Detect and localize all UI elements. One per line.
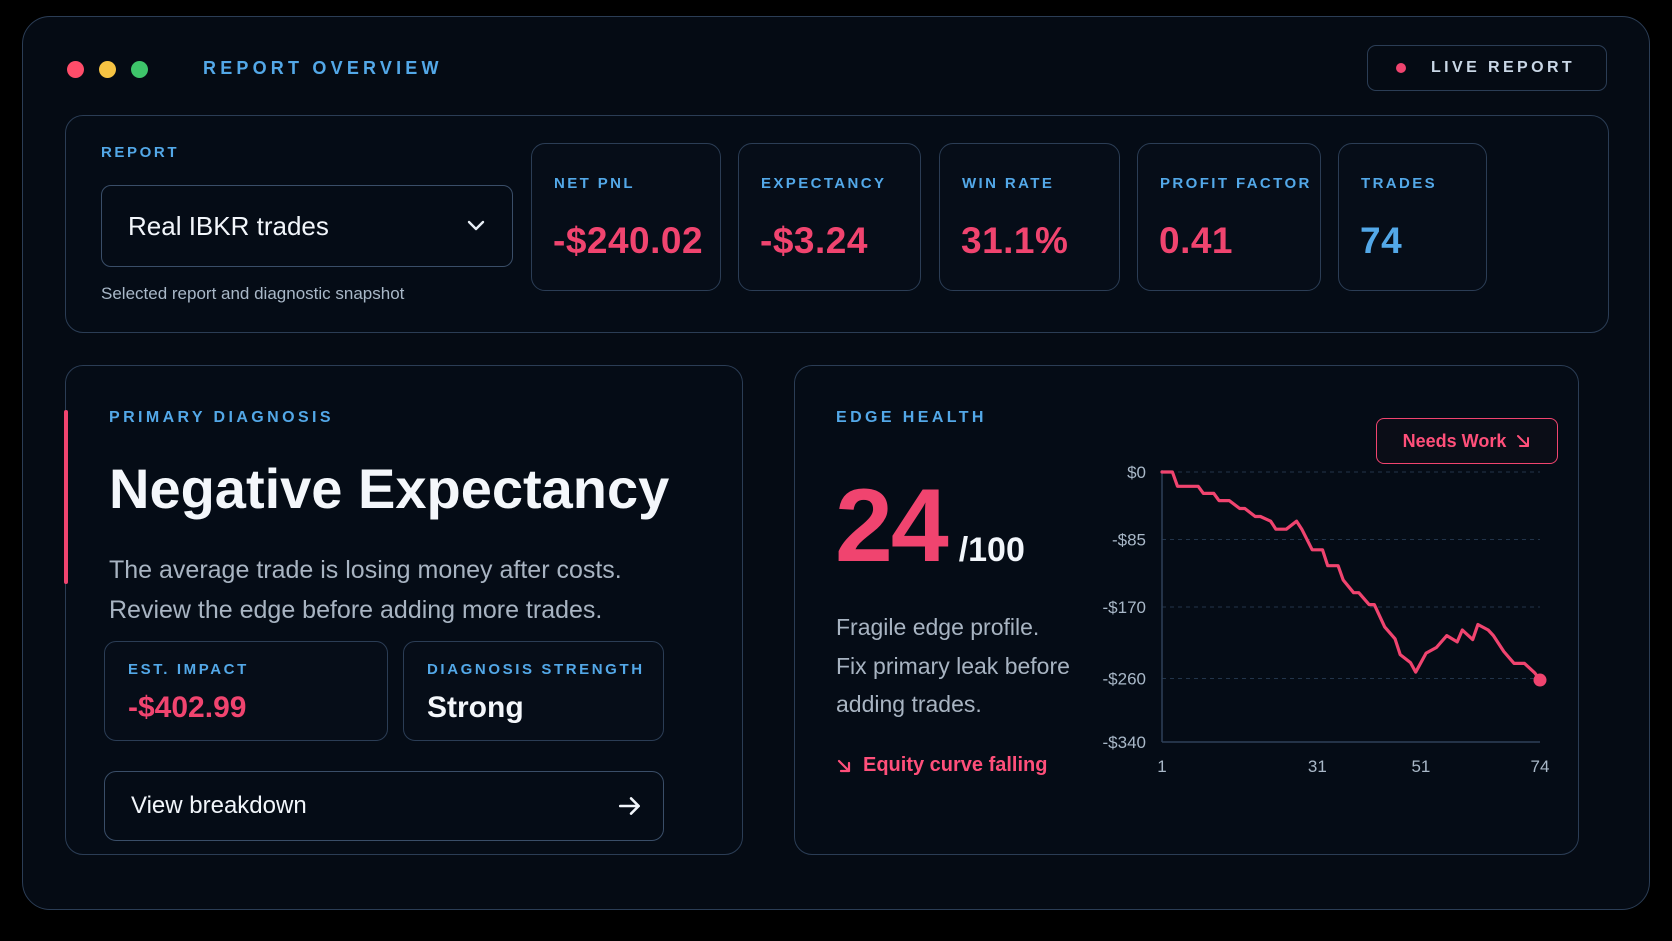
x-tick-label: 51 xyxy=(1411,757,1430,776)
diagnosis-accent-bar xyxy=(64,410,68,584)
live-report-badge: LIVE REPORT xyxy=(1367,45,1607,91)
edge-description-line: Fragile edge profile. xyxy=(836,614,1040,640)
equity-trend-indicator: Equity curve falling xyxy=(836,754,1047,777)
arrow-right-icon xyxy=(618,797,640,815)
window-title: REPORT OVERVIEW xyxy=(203,58,443,78)
minimize-dot[interactable] xyxy=(99,61,116,78)
arrow-down-right-icon xyxy=(1517,435,1530,447)
chevron-down-icon xyxy=(467,220,485,231)
y-tick-label: -$85 xyxy=(1112,531,1146,550)
equity-trend-label: Equity curve falling xyxy=(863,754,1048,776)
edge-score: 24 /100 xyxy=(835,467,1025,586)
y-tick-label: -$170 xyxy=(1103,598,1146,617)
maximize-dot[interactable] xyxy=(131,61,148,78)
edge-description-line: adding trades. xyxy=(836,691,982,717)
view-breakdown-button[interactable]: View breakdown xyxy=(104,771,664,841)
close-dot[interactable] xyxy=(67,61,84,78)
diagnosis-strength-card: DIAGNOSIS STRENGTH Strong xyxy=(403,641,664,741)
x-tick-label: 1 xyxy=(1157,757,1166,776)
metric-label: PROFIT FACTOR xyxy=(1160,175,1312,192)
metric-label: NET PNL xyxy=(554,175,635,192)
edge-description: Fragile edge profile. Fix primary leak b… xyxy=(836,608,1106,724)
report-summary-panel: REPORT Real IBKR trades Selected report … xyxy=(65,115,1609,333)
view-breakdown-label: View breakdown xyxy=(131,792,307,819)
diagnosis-description-line: Review the edge before adding more trade… xyxy=(109,596,603,624)
edge-health-panel: EDGE HEALTH Needs Work 24 /100 Fragile e… xyxy=(794,365,1579,855)
metric-card-net-pnl: NET PNL -$240.02 xyxy=(531,143,721,291)
report-select[interactable]: Real IBKR trades xyxy=(101,185,513,267)
edge-health-label: EDGE HEALTH xyxy=(836,409,987,426)
window-controls xyxy=(67,61,148,78)
y-tick-label: $0 xyxy=(1127,463,1146,482)
x-tick-label: 74 xyxy=(1531,757,1550,776)
needs-work-badge[interactable]: Needs Work xyxy=(1376,418,1558,464)
metric-label: TRADES xyxy=(1361,175,1438,192)
strength-value: Strong xyxy=(427,691,524,724)
metric-label: WIN RATE xyxy=(962,175,1055,192)
primary-diagnosis-panel: PRIMARY DIAGNOSIS Negative Expectancy Th… xyxy=(64,365,743,855)
metric-value: -$240.02 xyxy=(553,220,704,261)
metric-value: -$3.24 xyxy=(760,220,868,261)
edge-description-line: Fix primary leak before xyxy=(836,652,1070,679)
live-report-label: LIVE REPORT xyxy=(1431,59,1576,76)
metric-value: 31.1% xyxy=(961,220,1069,261)
metric-card-trades: TRADES 74 xyxy=(1338,143,1487,291)
selected-report: Real IBKR trades xyxy=(128,210,329,241)
diagnosis-label: PRIMARY DIAGNOSIS xyxy=(109,409,334,426)
report-caption: Selected report and diagnostic snapshot xyxy=(101,284,405,303)
impact-label: EST. IMPACT xyxy=(128,661,249,678)
edge-score-max: /100 xyxy=(958,531,1025,569)
metric-value: 74 xyxy=(1360,220,1403,261)
y-tick-label: -$340 xyxy=(1103,733,1146,752)
impact-value: -$402.99 xyxy=(128,691,247,724)
last-point-marker xyxy=(1533,673,1547,687)
diagnosis-title: Negative Expectancy xyxy=(109,457,670,520)
estimated-impact-card: EST. IMPACT -$402.99 xyxy=(104,641,388,741)
report-window: REPORT OVERVIEW LIVE REPORT REPORT Real … xyxy=(22,16,1650,910)
metric-value: 0.41 xyxy=(1159,220,1234,261)
live-indicator-icon xyxy=(1396,63,1406,73)
y-tick-label: -$260 xyxy=(1103,669,1146,688)
metric-card-profit-factor: PROFIT FACTOR 0.41 xyxy=(1137,143,1321,291)
equity-curve-chart: $0 -$85 -$170 -$260 -$340 1 31 51 74 xyxy=(1103,463,1550,776)
arrow-down-right-icon xyxy=(837,759,851,772)
needs-work-label: Needs Work xyxy=(1402,430,1507,451)
x-tick-label: 31 xyxy=(1308,757,1327,776)
equity-line xyxy=(1160,470,1542,682)
strength-label: DIAGNOSIS STRENGTH xyxy=(427,661,645,678)
metric-card-expectancy: EXPECTANCY -$3.24 xyxy=(738,143,921,291)
metric-card-win-rate: WIN RATE 31.1% xyxy=(939,143,1120,291)
diagnosis-description: The average trade is losing money after … xyxy=(109,550,709,630)
report-label: REPORT xyxy=(101,144,180,161)
edge-score-value: 24 xyxy=(835,468,949,584)
diagnosis-description-line: The average trade is losing money after … xyxy=(109,556,622,584)
metric-label: EXPECTANCY xyxy=(761,175,887,192)
